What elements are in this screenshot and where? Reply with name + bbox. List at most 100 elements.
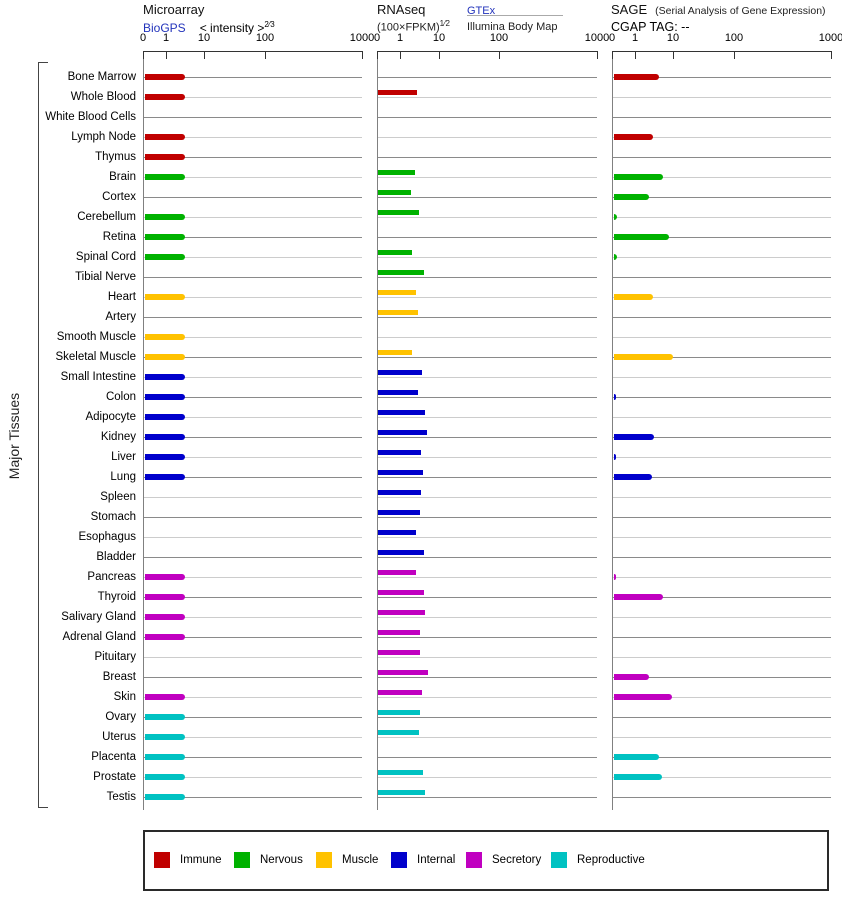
axis-tick	[265, 51, 266, 59]
row-gridline	[378, 137, 597, 138]
bar-sage-kidney	[614, 434, 654, 440]
axis-tick-label: 100	[724, 32, 744, 44]
bar-rnaseq-liver	[378, 450, 421, 455]
bar-sage-skin	[614, 694, 672, 700]
tissue-label-stomach: Stomach	[90, 511, 136, 523]
axis-tick-label: 10	[197, 32, 211, 44]
bar-microarray-lung	[145, 474, 185, 480]
bar-microarray-thymus	[145, 154, 185, 160]
bar-rnaseq-ovary	[378, 710, 420, 715]
row-gridline	[378, 357, 597, 358]
row-gridline	[613, 157, 831, 158]
legend-swatch-nervous	[234, 852, 250, 868]
axis-tick	[166, 51, 167, 59]
row-gridline	[613, 557, 831, 558]
row-gridline	[144, 517, 362, 518]
bar-rnaseq-adipocyte	[378, 410, 425, 415]
axis-tick	[831, 51, 832, 59]
tissue-label-spinal-cord: Spinal Cord	[75, 251, 136, 263]
row-gridline	[613, 797, 831, 798]
row-gridline	[613, 497, 831, 498]
row-gridline	[378, 657, 597, 658]
row-gridline	[144, 197, 362, 198]
legend-label-immune: Immune	[180, 854, 222, 866]
legend-label-muscle: Muscle	[342, 854, 379, 866]
bar-rnaseq-kidney	[378, 430, 427, 435]
row-gridline	[613, 257, 831, 258]
row-gridline	[144, 97, 362, 98]
tissue-label-skeletal-muscle: Skeletal Muscle	[55, 351, 136, 363]
row-gridline	[613, 737, 831, 738]
axis-tick	[439, 51, 440, 59]
row-gridline	[613, 97, 831, 98]
row-gridline	[144, 437, 362, 438]
bar-microarray-adipocyte	[145, 414, 185, 420]
row-gridline	[378, 157, 597, 158]
row-gridline	[144, 677, 362, 678]
tissue-label-cerebellum: Cerebellum	[77, 211, 136, 223]
legend-swatch-internal	[391, 852, 407, 868]
row-gridline	[144, 637, 362, 638]
row-gridline	[144, 797, 362, 798]
gtex-link[interactable]: GTEx	[467, 5, 496, 17]
row-gridline	[378, 97, 597, 98]
tissue-label-whole-blood: Whole Blood	[70, 91, 136, 103]
rnaseq-title: RNAseq	[377, 2, 426, 17]
tissue-label-testis: Testis	[106, 791, 136, 803]
row-gridline	[613, 357, 831, 358]
row-gridline	[613, 637, 831, 638]
bar-microarray-ovary	[145, 714, 185, 720]
tissue-label-tibial-nerve: Tibial Nerve	[75, 271, 136, 283]
bar-rnaseq-spinal-cord	[378, 250, 412, 255]
bar-microarray-skin	[145, 694, 185, 700]
row-gridline	[613, 577, 831, 578]
axis-tick	[635, 51, 636, 59]
bar-sage-colon	[614, 394, 616, 400]
tissue-bracket-top-tick	[38, 62, 48, 63]
row-gridline	[144, 177, 362, 178]
bar-microarray-heart	[145, 294, 185, 300]
bar-rnaseq-brain	[378, 170, 415, 175]
row-gridline	[378, 397, 597, 398]
biogps-link[interactable]: BioGPS	[143, 21, 186, 35]
axis-tick-label: 10	[666, 32, 680, 44]
tissue-label-bone-marrow: Bone Marrow	[67, 71, 136, 83]
tissue-label-bladder: Bladder	[96, 551, 136, 563]
row-gridline	[378, 377, 597, 378]
axis-tick-label: 1000	[584, 32, 610, 44]
row-gridline	[378, 777, 597, 778]
tissue-label-pituitary: Pituitary	[94, 651, 136, 663]
row-gridline	[378, 737, 597, 738]
tissue-bracket-line	[38, 62, 39, 808]
bar-rnaseq-thyroid	[378, 590, 424, 595]
bar-rnaseq-skin	[378, 690, 422, 695]
bar-microarray-smooth-muscle	[145, 334, 185, 340]
row-gridline	[144, 597, 362, 598]
bar-microarray-liver	[145, 454, 185, 460]
bar-microarray-testis	[145, 794, 185, 800]
tissue-label-spleen: Spleen	[100, 491, 136, 503]
legend-swatch-reproductive	[551, 852, 567, 868]
row-gridline	[144, 497, 362, 498]
axis-tick	[673, 51, 674, 59]
panel-left-border	[143, 51, 144, 810]
bar-rnaseq-breast	[378, 670, 428, 675]
tissue-bracket-bottom-tick	[38, 807, 48, 808]
tissue-label-smooth-muscle: Smooth Muscle	[56, 331, 136, 343]
bar-sage-liver	[614, 454, 616, 460]
axis-line	[143, 51, 362, 52]
bar-rnaseq-colon	[378, 390, 418, 395]
axis-tick-label: 0	[139, 32, 147, 44]
tissue-label-white-blood-cells: White Blood Cells	[45, 111, 136, 123]
tissue-label-adipocyte: Adipocyte	[85, 411, 136, 423]
row-gridline	[613, 457, 831, 458]
bar-sage-bone-marrow	[614, 74, 659, 80]
row-gridline	[378, 197, 597, 198]
row-gridline	[378, 337, 597, 338]
row-gridline	[613, 617, 831, 618]
row-gridline	[378, 717, 597, 718]
legend-swatch-immune	[154, 852, 170, 868]
row-gridline	[613, 417, 831, 418]
bar-microarray-retina	[145, 234, 185, 240]
